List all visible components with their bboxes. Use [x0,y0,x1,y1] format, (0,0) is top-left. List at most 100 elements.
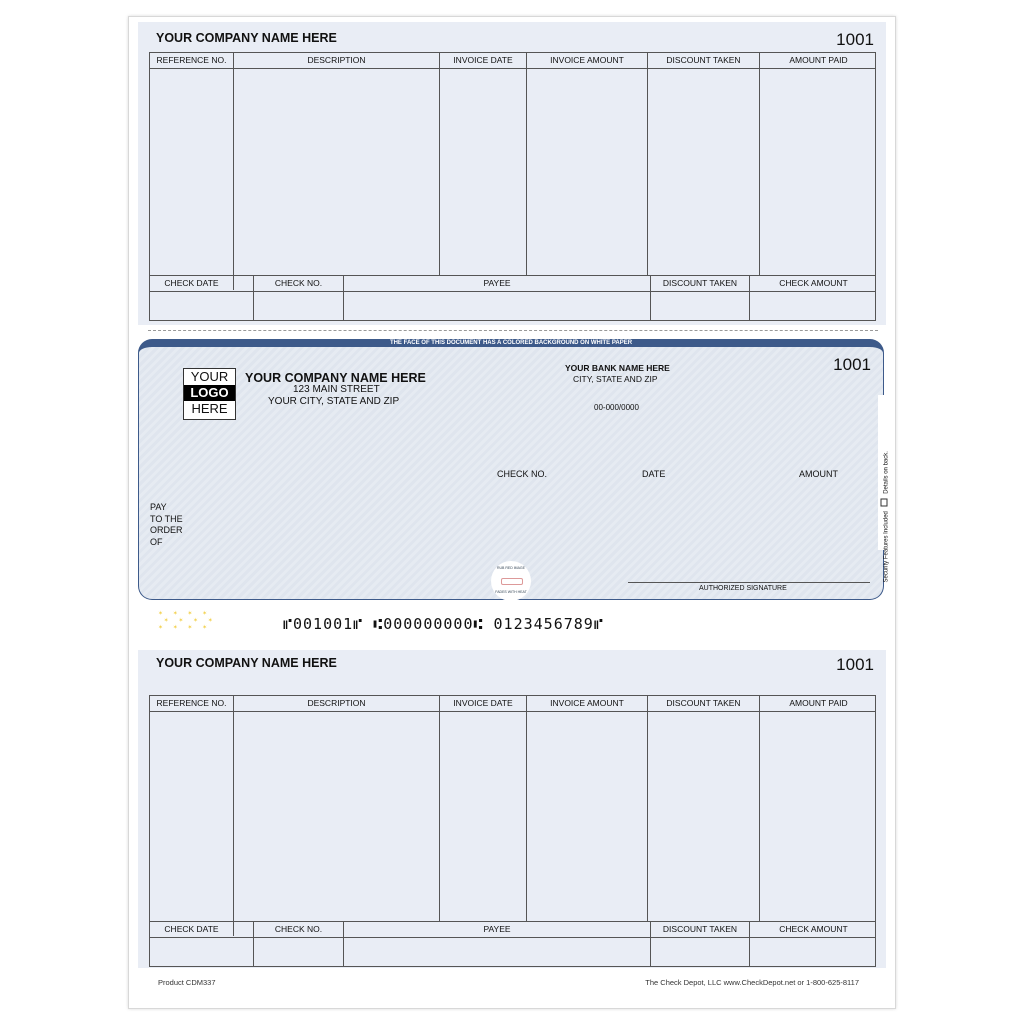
invoice-header-row [150,696,875,712]
summary-column: CHECK AMOUNT [750,922,877,936]
security-side-strip: Security Features Included Details on ba… [878,395,892,583]
column-header: PAYEE [483,924,511,934]
check-face: THE FACE OF THIS DOCUMENT HAS A COLORED … [138,339,884,601]
stub-company: YOUR COMPANY NAME HERE [156,656,337,670]
summary-value-cell [254,936,344,966]
logo-text: HERE [191,401,228,416]
column-header: PAYEE [483,278,511,288]
column-header: INVOICE AMOUNT [550,55,624,65]
summary-column: CHECK NO. [254,276,344,290]
summary-value-cell [344,290,651,320]
pay-label: ORDER [150,525,183,535]
invoice-column: AMOUNT PAID [760,53,877,276]
invoice-column: INVOICE DATE [440,53,527,276]
bank-name: YOUR BANK NAME HERE [565,363,670,373]
padlock-icon [880,498,888,507]
column-header: CHECK AMOUNT [779,278,848,288]
column-header: INVOICE DATE [453,698,513,708]
summary-column: CHECK DATE [150,276,234,290]
security-features-text: Security Features Included [883,511,890,583]
seal-text: FADES WITH HEAT [495,590,527,594]
heat-sensitive-seal-icon: RUB RED IMAGE FADES WITH HEAT [491,561,531,601]
amount-label: AMOUNT [799,469,838,479]
stub-company: YOUR COMPANY NAME HERE [156,31,337,45]
date-label: DATE [642,469,666,479]
logo-placeholder: YOUR LOGO HERE [183,368,236,420]
summary-value-cell [750,936,877,966]
column-header: AMOUNT PAID [789,698,848,708]
remittance-table: REFERENCE NO. DESCRIPTION INVOICE DATE INVO… [149,695,876,967]
summary-value-cell [150,936,254,966]
summary-column: PAYEE [344,922,651,936]
summary-value-cell [750,290,877,320]
summary-column: CHECK DATE [150,922,234,936]
summary-value-cell [651,290,750,320]
summary-column: DISCOUNT TAKEN [651,922,750,936]
routing-fraction: 00-000/0000 [594,403,639,412]
column-header: AMOUNT PAID [789,55,848,65]
seal-text: RUB RED IMAGE [496,566,525,570]
summary-header-row [150,921,875,938]
column-header: CHECK NO. [274,278,323,288]
invoice-column: INVOICE AMOUNT [527,696,648,922]
security-side-text: Security Features Included Details on ba… [880,433,890,583]
logo-text: YOUR [190,369,229,384]
invoice-column: DISCOUNT TAKEN [648,696,760,922]
column-header: REFERENCE NO. [156,55,227,65]
invoice-column: INVOICE DATE [440,696,527,922]
column-header: DISCOUNT TAKEN [666,698,741,708]
bank-city: CITY, STATE AND ZIP [573,374,658,384]
column-header: DESCRIPTION [307,55,366,65]
remittance-table: REFERENCE NO. DESCRIPTION INVOICE DATE INVO… [149,52,876,321]
summary-column [234,276,254,290]
payer-street: 123 MAIN STREET [293,384,380,395]
pay-label: TO THE [150,513,183,524]
invoice-column: AMOUNT PAID [760,696,877,922]
payer-city: YOUR CITY, STATE AND ZIP [268,396,400,407]
details-on-back-text: Details on back. [883,451,890,494]
pay-label: PAY [150,502,167,512]
summary-column [234,922,254,936]
stub-check-number: 1001 [836,30,874,49]
column-header: INVOICE DATE [453,55,513,65]
invoice-column: REFERENCE NO. [150,53,234,276]
summary-column: CHECK AMOUNT [750,276,877,290]
check-number: 1001 [833,355,871,374]
invoice-column: REFERENCE NO. [150,696,234,922]
top-voucher-stub: YOUR COMPANY NAME HERE 1001 REFERENCE NO… [138,22,886,325]
payer-company: YOUR COMPANY NAME HERE [245,371,426,385]
logo-text: LOGO [184,385,235,401]
column-header: CHECK NO. [274,924,323,934]
summary-column: CHECK NO. [254,922,344,936]
summary-value-cell [150,290,254,320]
pay-label: OF [150,536,163,547]
gold-foil-stars-icon: ✶ ✶ ✶ ✶ ✶ ✶ ✶ ✶ ✶ ✶ ✶ ✶ [158,611,217,631]
column-header: DISCOUNT TAKEN [666,55,741,65]
summary-column: DISCOUNT TAKEN [651,276,750,290]
bottom-voucher-stub: YOUR COMPANY NAME HERE 1001 REFERENCE NO… [138,650,886,968]
column-header: INVOICE AMOUNT [550,698,624,708]
micr-line: ⑈001001⑈ ⑆000000000⑆ 0123456789⑈ [283,615,604,633]
column-header: DESCRIPTION [307,698,366,708]
column-header: CHECK DATE [164,924,219,934]
summary-value-cell [651,936,750,966]
column-header: DISCOUNT TAKEN [662,924,738,934]
pay-to-the-order-of: PAY TO THE ORDER OF [150,502,183,548]
invoice-header-row [150,53,875,69]
signature-line [628,582,870,583]
vendor-info: The Check Depot, LLC www.CheckDepot.net … [645,978,859,987]
summary-value-cell [254,290,344,320]
product-code: Product CDM337 [158,978,216,987]
column-header: CHECK AMOUNT [779,924,848,934]
security-banner: THE FACE OF THIS DOCUMENT HAS A COLORED … [389,340,633,346]
summary-value-cell [344,936,651,966]
invoice-column: DESCRIPTION [234,53,440,276]
stub-check-number: 1001 [836,655,874,674]
invoice-column: DISCOUNT TAKEN [648,53,760,276]
invoice-column: DESCRIPTION [234,696,440,922]
summary-header-row [150,275,875,292]
check-no-label: CHECK NO. [497,469,548,479]
column-header: CHECK DATE [164,278,219,288]
summary-column: PAYEE [344,276,651,290]
column-header: DISCOUNT TAKEN [662,278,738,288]
